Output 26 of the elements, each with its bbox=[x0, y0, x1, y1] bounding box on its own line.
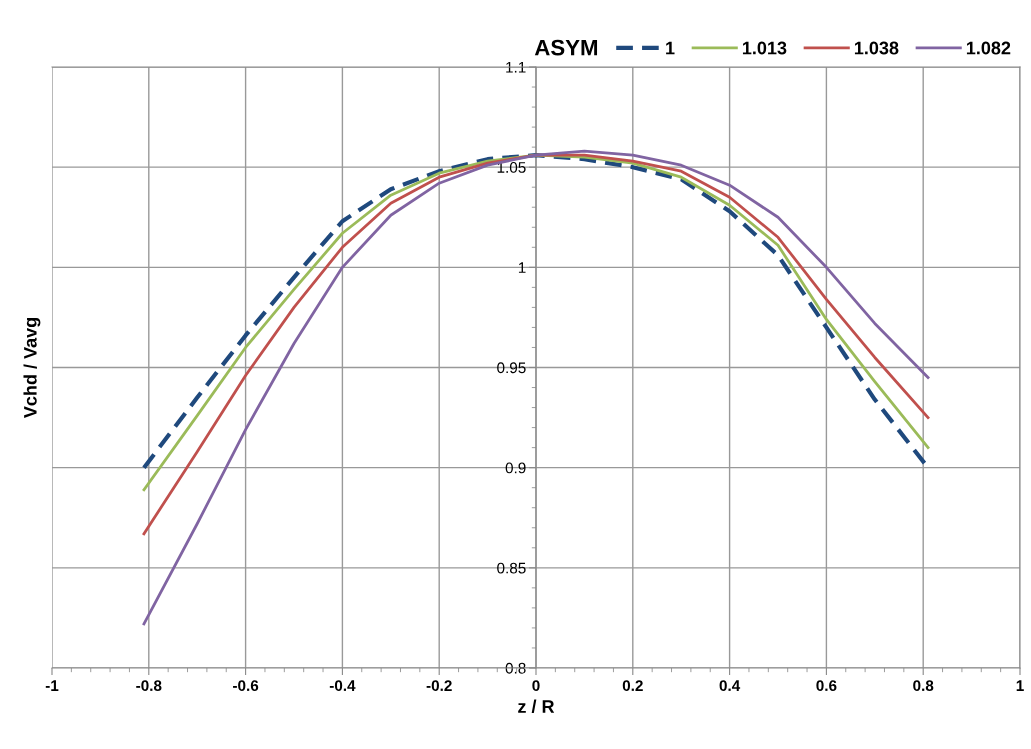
y-tick-label: 1.1 bbox=[506, 62, 526, 73]
x-tick-label: -0.2 bbox=[426, 680, 452, 692]
x-axis-title: z / R bbox=[518, 699, 555, 714]
x-tick-label: -1 bbox=[45, 680, 59, 691]
line-series bbox=[142, 149, 930, 626]
legend-title: ASYM bbox=[534, 39, 598, 56]
x-tick-label: -0.6 bbox=[233, 680, 259, 692]
x-tick-label: 0 bbox=[532, 680, 540, 692]
x-tick-label: 0.8 bbox=[913, 680, 934, 692]
x-tick-label: 0.4 bbox=[719, 680, 741, 692]
legend-label: 1.038 bbox=[854, 41, 899, 55]
x-tick-label: 0.2 bbox=[622, 680, 643, 692]
x-tick-label: 0.6 bbox=[816, 680, 837, 692]
y-tick-label: 1 bbox=[518, 262, 526, 273]
legend-label: 1.082 bbox=[966, 41, 1011, 55]
y-tick-label: 1.05 bbox=[497, 162, 526, 173]
y-tick-label: 0.9 bbox=[505, 462, 526, 474]
x-tick-label: -0.4 bbox=[329, 680, 356, 692]
y-tick-label: 0.8 bbox=[505, 662, 526, 674]
legend-label: 1.013 bbox=[742, 41, 787, 55]
y-tick-label: 0.85 bbox=[497, 562, 526, 574]
x-tick-label: -0.8 bbox=[136, 680, 162, 692]
legend-label: 1 bbox=[666, 41, 675, 55]
x-tick-label: 1 bbox=[1016, 680, 1024, 691]
y-tick-label: 0.95 bbox=[497, 362, 526, 374]
y-axis-title: Vchd / Vavg bbox=[23, 318, 41, 419]
